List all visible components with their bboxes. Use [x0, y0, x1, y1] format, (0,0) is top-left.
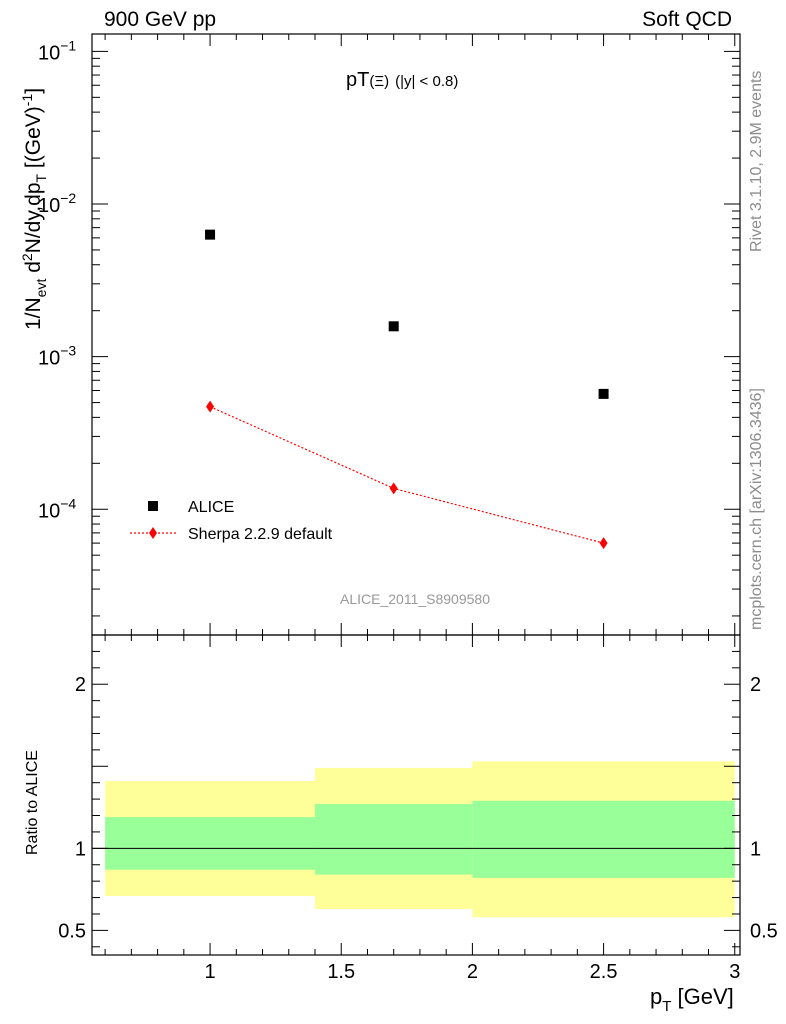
ratio-y-label: Ratio to ALICE [24, 750, 41, 855]
legend-sherpa-label: Sherpa 2.2.9 default [188, 526, 333, 543]
sherpa-point [206, 400, 215, 413]
title-main: pT [346, 69, 369, 91]
legend-sherpa-marker [149, 527, 157, 539]
x-tick-label: 1 [204, 961, 215, 983]
legend-alice-label: ALICE [188, 499, 234, 516]
ratio-y-tick-label: 1 [75, 838, 86, 860]
ratio-y-tick-label-right: 0.5 [750, 920, 778, 942]
y-tick-label: 10−3 [38, 343, 76, 370]
header-left: 900 GeV pp [104, 8, 217, 31]
title-particle: (Ξ) [369, 73, 389, 90]
y-tick-label: 10−4 [38, 495, 76, 522]
analysis-id: ALICE_2011_S8909580 [340, 591, 490, 607]
ratio-y-tick-label: 2 [75, 674, 86, 696]
y-tick-label: 10−2 [38, 190, 76, 217]
legend: ALICE Sherpa 2.2.9 default [130, 499, 333, 543]
ratio-y-tick-label-right: 2 [750, 674, 761, 696]
alice-point [205, 229, 216, 240]
mcplots-label: mcplots.cern.ch [arXiv:1306.3436] [748, 388, 765, 630]
rivet-version-label: Rivet 3.1.10, 2.9M events [748, 70, 765, 252]
ratio-bands [92, 761, 740, 918]
ratio-plot-frame [91, 634, 741, 956]
ratio-inner-band [314, 804, 473, 875]
alice-point [388, 321, 399, 332]
ratio-y-tick-label-right: 1 [750, 838, 761, 860]
title-cut: (|y| < 0.8) [395, 73, 458, 90]
ratio-inner-band [472, 800, 735, 878]
x-tick-label: 3 [729, 961, 740, 983]
x-tick-label: 2.5 [590, 961, 618, 983]
alice-point [598, 388, 609, 399]
header-right: Soft QCD [642, 8, 732, 31]
chart-title: pT(Ξ) (|y| < 0.8) [346, 69, 458, 91]
y-tick-label: 10−1 [38, 37, 76, 64]
sherpa-line [209, 406, 604, 544]
y-axis-label: 1/Nevt d2N/dy,dpT [(GeV)-1] [19, 88, 49, 330]
sherpa-point [599, 537, 608, 550]
legend-alice-marker [148, 501, 158, 511]
ratio-y-tick-label: 0.5 [58, 920, 86, 942]
main-plot-frame [91, 33, 741, 636]
x-axis-label: pT [GeV] [650, 984, 734, 1015]
x-tick-label: 1.5 [327, 961, 355, 983]
data-marks [205, 229, 609, 550]
x-tick-label: 2 [467, 961, 478, 983]
sherpa-point [389, 482, 398, 495]
axis-ticks: 1 1.5 2 2.5 3 10−1 10−2 10−3 10−4 0.5 0.5 1 1 2 2 [38, 34, 778, 983]
ratio-inner-band [105, 817, 315, 870]
